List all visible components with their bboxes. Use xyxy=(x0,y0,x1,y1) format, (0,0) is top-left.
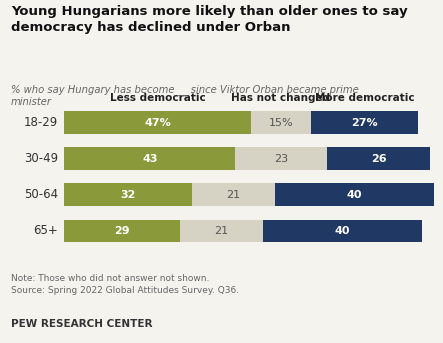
Bar xyxy=(327,147,430,170)
Text: More democratic: More democratic xyxy=(315,93,414,103)
Bar xyxy=(64,220,179,242)
Text: 27%: 27% xyxy=(351,118,378,128)
Text: 40: 40 xyxy=(335,226,350,236)
Bar xyxy=(311,111,418,134)
Text: 21: 21 xyxy=(226,190,241,200)
Bar xyxy=(235,147,327,170)
Text: Young Hungarians more likely than older ones to say
democracy has declined under: Young Hungarians more likely than older … xyxy=(11,5,408,34)
Text: 26: 26 xyxy=(371,154,386,164)
Text: 40: 40 xyxy=(347,190,362,200)
Text: 65+: 65+ xyxy=(34,224,58,237)
Text: % who say Hungary has become __ since Viktor Orban became prime
minister: % who say Hungary has become __ since Vi… xyxy=(11,84,359,107)
Text: 29: 29 xyxy=(114,226,130,236)
Text: 15%: 15% xyxy=(269,118,293,128)
Text: 18-29: 18-29 xyxy=(24,116,58,129)
Text: 23: 23 xyxy=(274,154,288,164)
Text: Less democratic: Less democratic xyxy=(110,93,206,103)
Text: 47%: 47% xyxy=(144,118,171,128)
Bar xyxy=(64,111,251,134)
Text: PEW RESEARCH CENTER: PEW RESEARCH CENTER xyxy=(11,319,152,329)
Bar xyxy=(179,220,263,242)
Text: Note: Those who did not answer not shown.
Source: Spring 2022 Global Attitudes S: Note: Those who did not answer not shown… xyxy=(11,274,239,295)
Bar xyxy=(275,184,434,206)
Text: 30-49: 30-49 xyxy=(24,152,58,165)
Bar xyxy=(191,184,275,206)
Text: 32: 32 xyxy=(120,190,136,200)
Text: Has not changed: Has not changed xyxy=(231,93,330,103)
Bar xyxy=(64,147,235,170)
Text: 21: 21 xyxy=(214,226,229,236)
Text: 43: 43 xyxy=(142,154,158,164)
Text: 50-64: 50-64 xyxy=(24,188,58,201)
Bar xyxy=(263,220,422,242)
Bar xyxy=(251,111,311,134)
Bar xyxy=(64,184,191,206)
